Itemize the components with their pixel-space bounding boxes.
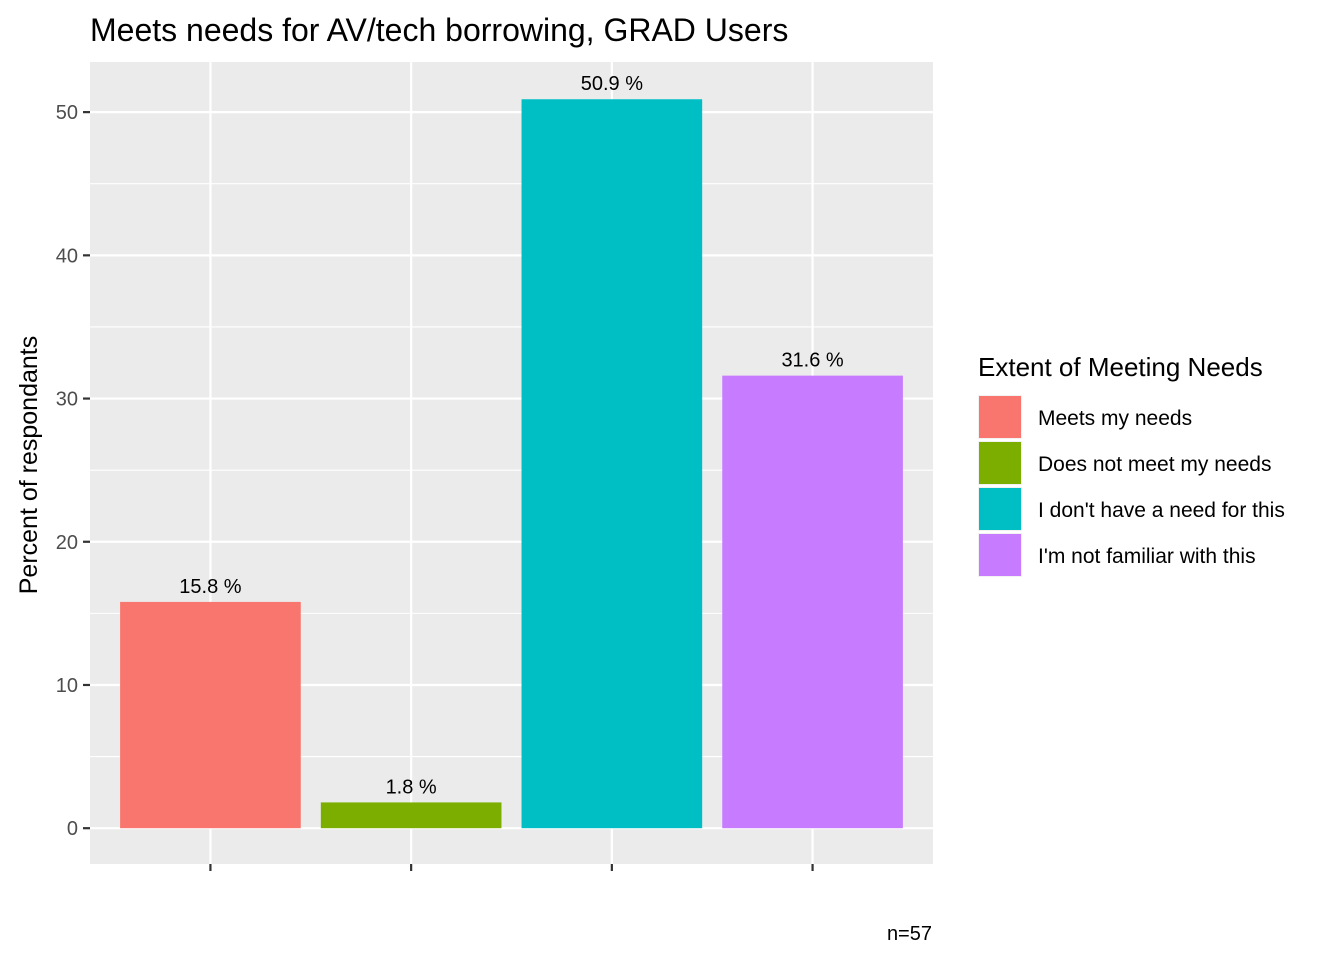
bar-3 — [521, 99, 703, 829]
y-tick-label: 50 — [56, 102, 78, 124]
y-tick-label: 10 — [56, 675, 78, 697]
y-tick-label: 0 — [67, 818, 78, 840]
y-tick-label: 30 — [56, 389, 78, 411]
bar-4 — [722, 375, 903, 829]
y-tick-label: 40 — [56, 245, 78, 267]
bar-2 — [320, 802, 502, 829]
data-label-1: 15.8 % — [179, 576, 241, 598]
plot-panel: 0 10 20 30 40 50 15.8 % 1.8 % 50.9 % 31.6 % — [56, 62, 933, 871]
legend-key-2 — [979, 442, 1021, 484]
caption: n=57 — [887, 923, 932, 945]
data-label-3: 50.9 % — [581, 73, 643, 95]
data-label-4: 31.6 % — [781, 350, 843, 372]
y-tick-label: 20 — [56, 532, 78, 554]
chart-title: Meets needs for AV/tech borrowing, GRAD … — [90, 12, 788, 48]
legend-key-4 — [979, 534, 1021, 576]
legend-label-3: I don't have a need for this — [1038, 499, 1285, 522]
legend-label-4: I'm not familiar with this — [1038, 545, 1256, 568]
legend: Extent of Meeting Needs Meets my needs Do… — [978, 352, 1285, 577]
legend-key-3 — [979, 488, 1021, 530]
legend-title: Extent of Meeting Needs — [978, 352, 1263, 382]
legend-label-1: Meets my needs — [1038, 407, 1192, 430]
legend-label-2: Does not meet my needs — [1038, 453, 1271, 476]
legend-key-1 — [979, 396, 1021, 438]
bar-1 — [120, 601, 301, 829]
y-axis-label: Percent of respondants — [15, 336, 43, 595]
data-label-2: 1.8 % — [386, 776, 437, 798]
